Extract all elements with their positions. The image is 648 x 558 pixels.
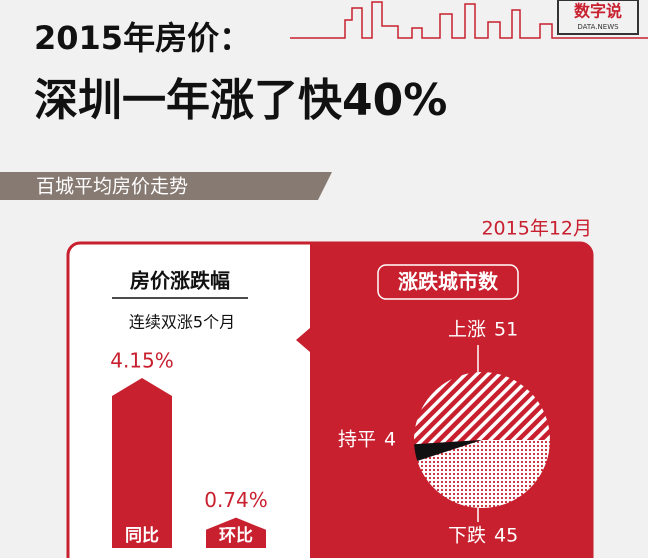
section-band (0, 172, 332, 200)
pie-title: 涨跌城市数 (398, 270, 499, 294)
title-line1: 2015年房价： (34, 19, 251, 57)
logo: 数字说 (574, 2, 622, 21)
category-label: 环比 (219, 525, 253, 546)
slice-category: 下跌 (448, 525, 486, 547)
slice-value: 45 (494, 525, 518, 547)
pie-slice (417, 440, 550, 508)
value-label: 4.15% (110, 349, 174, 373)
logo-box (557, 0, 639, 35)
slice-category: 持平 (338, 429, 376, 451)
pie-title-box (377, 264, 519, 300)
skyline (290, 1, 648, 39)
date: 2015年12月 (481, 218, 592, 240)
value-label: 0.74% (204, 488, 268, 512)
slice-category: 上涨 (448, 319, 486, 341)
bar (112, 378, 172, 548)
slice-value: 4 (384, 429, 396, 451)
category-label: 同比 (125, 525, 159, 546)
logo-sub: DATA.NEWS (577, 23, 619, 31)
pie-slice (414, 371, 550, 445)
bar-title: 房价涨跌幅 (130, 269, 230, 293)
bar-subtitle: 连续双涨5个月 (129, 313, 235, 332)
title-line2: 深圳一年涨了快40% (34, 75, 447, 126)
slice-value: 51 (494, 319, 518, 341)
section-title: 百城平均房价走势 (36, 176, 188, 198)
bar (206, 517, 266, 548)
pie-slice (414, 440, 482, 462)
